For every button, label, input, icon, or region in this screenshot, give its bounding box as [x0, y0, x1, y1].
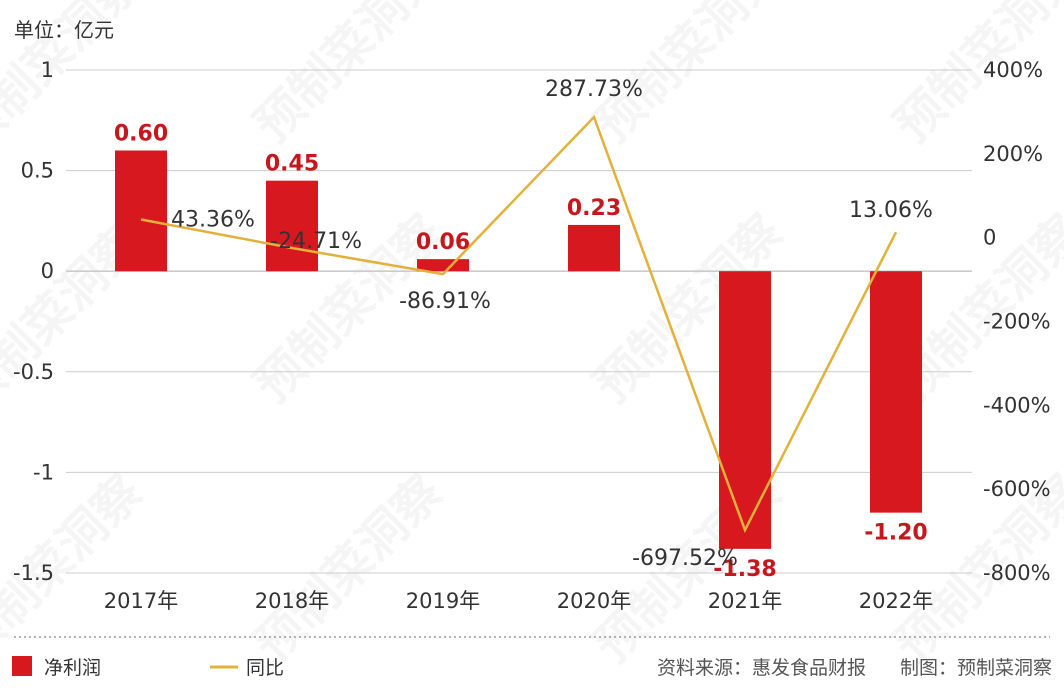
- left-axis-tick-label: -0.5: [13, 360, 54, 384]
- bar: [115, 150, 167, 272]
- right-axis-tick-label: 400%: [983, 58, 1043, 82]
- bar-value-label: 0.45: [265, 152, 319, 177]
- line-value-label: -86.91%: [399, 289, 491, 314]
- x-axis-tick-label: 2020年: [557, 589, 631, 613]
- watermark-text: 预制菜洞察: [244, 0, 453, 153]
- axis-ticks: 1 0.5 0 -0.5 -1 -1.5 400% 200% 0 -200% -400% -600% -…: [13, 58, 1051, 613]
- line-series: [140, 114, 898, 534]
- right-axis-tick-label: 200%: [983, 142, 1043, 166]
- bar-value-label: 0.60: [114, 121, 168, 146]
- left-axis-tick-label: 0.5: [21, 159, 54, 183]
- data-labels: 0.60 0.45 0.06 0.23 -1.38 -1.20 43.36% -24.71% -…: [114, 77, 933, 582]
- source-note: 资料来源：惠发食品财报: [657, 657, 866, 679]
- legend-line-label: 同比: [246, 657, 284, 679]
- right-axis-tick-label: -800%: [983, 561, 1051, 585]
- line-value-label: 43.36%: [171, 207, 255, 232]
- x-axis-tick-label: 2017年: [104, 589, 178, 613]
- credit-note: 制图：预制菜洞察: [900, 657, 1052, 679]
- right-axis-tick-label: -600%: [983, 477, 1051, 501]
- bar-value-label: -1.20: [864, 521, 927, 546]
- legend-bar-swatch: [12, 656, 32, 676]
- bar-value-label: -1.38: [713, 557, 776, 582]
- bar-series: [115, 150, 922, 549]
- line-value-label: 13.06%: [849, 198, 933, 223]
- left-axis-tick-label: 1: [41, 58, 54, 82]
- unit-label: 单位：亿元: [14, 18, 114, 42]
- line-value-label: -697.52%: [632, 546, 738, 571]
- right-axis-tick-label: -200%: [983, 310, 1051, 334]
- left-axis-tick-label: 0: [41, 259, 54, 283]
- x-axis-tick-label: 2021年: [708, 589, 782, 613]
- bar: [870, 271, 922, 513]
- x-axis-tick-label: 2022年: [859, 589, 933, 613]
- bar: [266, 180, 318, 272]
- yoy-line: [140, 114, 898, 534]
- right-axis-tick-label: -400%: [983, 393, 1051, 417]
- bar-value-label: 0.23: [567, 196, 621, 221]
- line-value-label: -24.71%: [270, 229, 362, 254]
- legend-bar-label: 净利润: [44, 657, 101, 679]
- x-axis-tick-label: 2019年: [406, 589, 480, 613]
- x-axis-tick-label: 2018年: [255, 589, 329, 613]
- bar: [719, 271, 771, 549]
- bar: [417, 259, 469, 272]
- bar: [568, 224, 620, 272]
- line-value-label: 287.73%: [545, 77, 643, 102]
- gridlines: [66, 69, 972, 574]
- watermark-text: 预制菜洞察: [244, 464, 453, 673]
- right-axis-tick-label: 0: [983, 226, 996, 250]
- bar-value-label: 0.06: [416, 230, 470, 255]
- left-axis-tick-label: -1.5: [13, 561, 54, 585]
- left-axis-tick-label: -1: [33, 460, 54, 484]
